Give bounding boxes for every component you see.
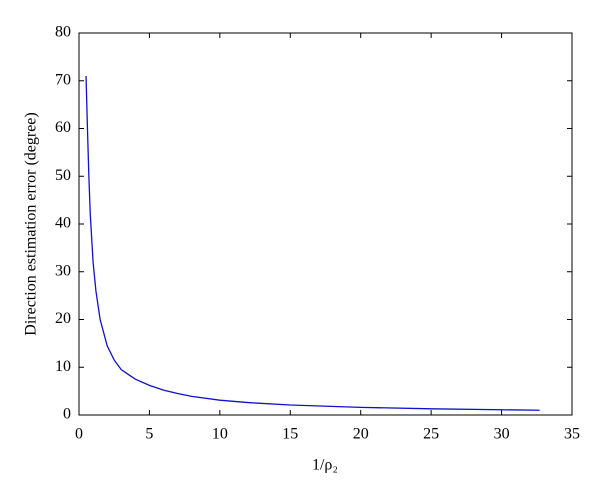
y-axis-label: Direction estimation error (degree) bbox=[23, 112, 40, 335]
x-tick-label: 30 bbox=[494, 426, 510, 443]
y-tick-label: 70 bbox=[55, 71, 71, 88]
y-tick-label: 50 bbox=[55, 167, 71, 184]
x-tick-label: 20 bbox=[353, 426, 369, 443]
plot-frame bbox=[78, 32, 573, 416]
x-tick-label: 25 bbox=[423, 426, 439, 443]
x-tick-label: 15 bbox=[282, 426, 298, 443]
y-tick-label: 80 bbox=[55, 24, 71, 41]
y-tick-label: 30 bbox=[55, 262, 71, 279]
line-series bbox=[85, 75, 540, 411]
y-tick-label: 10 bbox=[55, 358, 71, 375]
x-tick-label: 35 bbox=[564, 426, 580, 443]
y-tick-label: 20 bbox=[55, 310, 71, 327]
x-tick-label: 0 bbox=[75, 426, 83, 443]
x-tick-label: 10 bbox=[212, 426, 228, 443]
y-tick-label: 40 bbox=[55, 215, 71, 232]
x-tick-label: 5 bbox=[145, 426, 153, 443]
y-tick-label: 60 bbox=[55, 119, 71, 136]
x-axis-label: 1/ρ₂ bbox=[312, 457, 338, 474]
y-tick-label: 0 bbox=[63, 406, 71, 423]
